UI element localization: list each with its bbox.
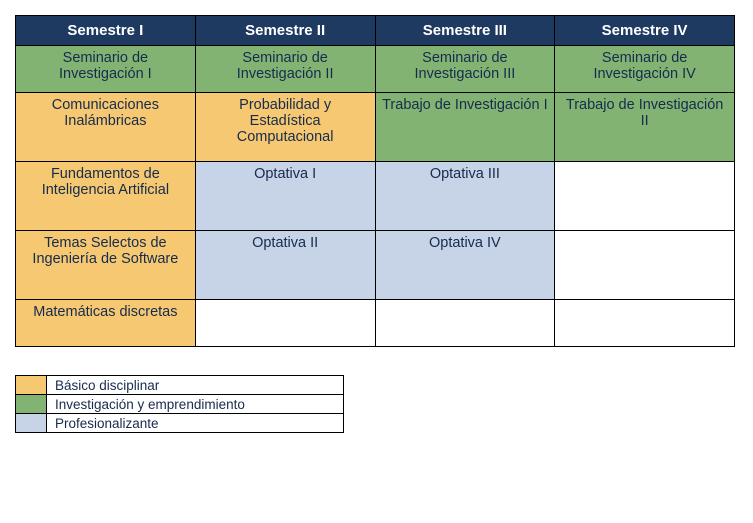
legend-swatch-research	[16, 395, 47, 414]
course-cell: Seminario de Investigación I	[16, 46, 196, 93]
course-cell: Comunicaciones Inalámbricas	[16, 93, 196, 162]
table-row: Temas Selectos de Ingeniería de Software…	[16, 231, 735, 300]
legend-table: Básico disciplinarInvestigación y empren…	[15, 375, 344, 433]
course-cell	[195, 300, 375, 347]
course-cell	[555, 162, 735, 231]
header-row: Semestre ISemestre IISemestre IIISemestr…	[16, 16, 735, 46]
course-cell	[555, 231, 735, 300]
legend-row: Básico disciplinar	[16, 376, 344, 395]
legend-label: Básico disciplinar	[47, 376, 344, 395]
course-cell	[555, 300, 735, 347]
course-cell: Optativa II	[195, 231, 375, 300]
course-cell: Seminario de Investigación II	[195, 46, 375, 93]
table-row: Fundamentos de Inteligencia ArtificialOp…	[16, 162, 735, 231]
legend-swatch-professional	[16, 414, 47, 433]
legend-swatch-basic	[16, 376, 47, 395]
legend-label: Investigación y emprendimiento	[47, 395, 344, 414]
legend-row: Investigación y emprendimiento	[16, 395, 344, 414]
legend-row: Profesionalizante	[16, 414, 344, 433]
course-cell: Fundamentos de Inteligencia Artificial	[16, 162, 196, 231]
course-cell: Optativa I	[195, 162, 375, 231]
course-cell: Probabilidad y Estadística Computacional	[195, 93, 375, 162]
course-cell	[375, 300, 555, 347]
course-cell: Temas Selectos de Ingeniería de Software	[16, 231, 196, 300]
legend-label: Profesionalizante	[47, 414, 344, 433]
course-cell: Matemáticas discretas	[16, 300, 196, 347]
semester-header-2: Semestre II	[195, 16, 375, 46]
table-row: Matemáticas discretas	[16, 300, 735, 347]
semester-header-1: Semestre I	[16, 16, 196, 46]
course-cell: Trabajo de Investigación I	[375, 93, 555, 162]
course-cell: Seminario de Investigación III	[375, 46, 555, 93]
course-cell: Optativa III	[375, 162, 555, 231]
curriculum-table: Semestre ISemestre IISemestre IIISemestr…	[15, 15, 735, 347]
semester-header-3: Semestre III	[375, 16, 555, 46]
semester-header-4: Semestre IV	[555, 16, 735, 46]
course-cell: Optativa IV	[375, 231, 555, 300]
table-row: Seminario de Investigación ISeminario de…	[16, 46, 735, 93]
table-row: Comunicaciones InalámbricasProbabilidad …	[16, 93, 735, 162]
course-cell: Trabajo de Investigación II	[555, 93, 735, 162]
course-cell: Seminario de Investigación IV	[555, 46, 735, 93]
